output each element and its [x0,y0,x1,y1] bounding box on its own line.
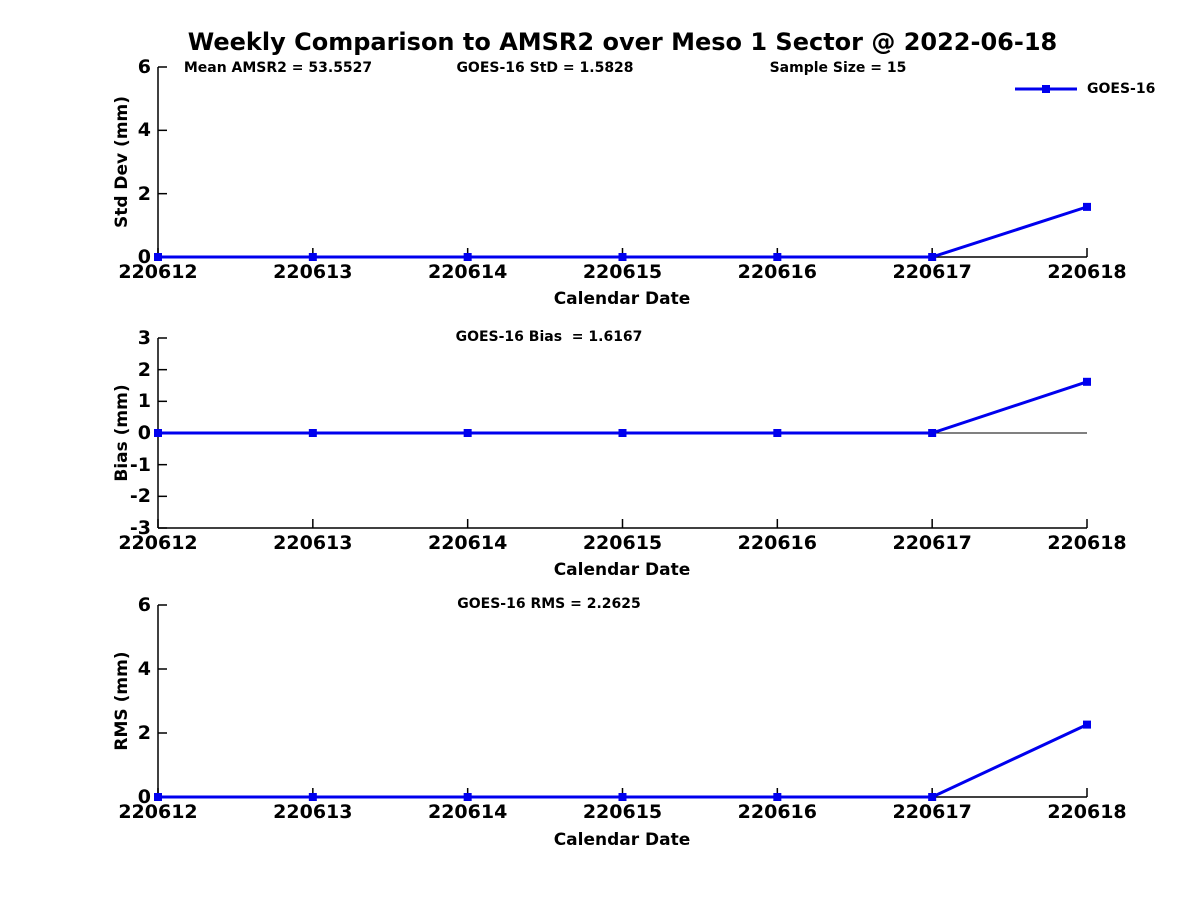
annotation-sample-size: Sample Size = 15 [769,60,907,76]
ylabel-rms: RMS (mm) [112,651,132,751]
series-marker [618,429,627,437]
series-marker [928,429,937,437]
x-tick-label: 220618 [1047,801,1127,823]
x-tick-label: 220612 [118,532,198,554]
series-marker [773,429,782,437]
y-tick-label: 0 [137,786,151,808]
series-marker [308,793,317,801]
rms-plot-title: GOES-16 RMS = 2.2625 [457,596,641,612]
series-marker [928,793,937,801]
series-marker [308,429,317,437]
series-marker [154,793,162,801]
x-tick-label: 220615 [582,261,663,283]
annotation-mean-amsr2: Mean AMSR2 = 53.5527 [183,60,373,76]
series-marker [773,253,782,261]
series-marker [1083,720,1091,729]
series-marker [463,793,472,801]
y-tick-label: 0 [137,246,151,268]
legend-line-marker-icon [1015,85,1077,93]
y-tick-label: 4 [137,658,151,680]
y-tick-label: 2 [137,358,151,381]
legend-label: GOES-16 [1087,81,1156,97]
x-tick-label: 220614 [427,261,508,283]
figure-title: Weekly Comparison to AMSR2 over Meso 1 S… [187,28,1058,56]
y-tick-label: -3 [129,517,151,539]
x-tick-label: 220616 [737,532,817,554]
bias-plot-title: GOES-16 Bias = 1.6167 [455,329,643,345]
series-marker [773,793,782,801]
y-tick-label: 6 [137,56,151,78]
series-marker [1083,202,1091,211]
x-tick-label: 220615 [582,801,663,823]
x-tick-label: 220618 [1047,532,1127,554]
x-tick-label: 220618 [1047,261,1127,283]
x-tick-label: 220617 [892,261,972,283]
y-tick-label: -2 [129,485,151,508]
series-marker [463,253,472,261]
x-tick-label: 220612 [118,261,198,283]
x-tick-label: 220617 [892,532,972,554]
legend-marker [1042,85,1050,93]
y-tick-label: 3 [137,327,151,349]
annotation-goes16-std: GOES-16 StD = 1.5828 [456,60,634,76]
x-tick-label: 220617 [892,801,972,823]
series-marker [154,429,162,437]
x-tick-label: 220612 [118,801,198,823]
ylabel-std-dev: Std Dev (mm) [112,95,132,229]
series-marker [928,253,937,261]
series-marker [1083,377,1091,386]
y-tick-label: 1 [137,390,151,413]
x-tick-label: 220614 [427,801,508,823]
series-marker [618,793,627,801]
series-marker [618,253,627,261]
y-tick-label: 0 [137,422,151,444]
x-tick-label: 220613 [273,801,353,823]
xlabel-calendar-date-middle: Calendar Date [553,560,691,580]
x-tick-label: 220613 [273,532,353,554]
x-tick-label: 220615 [582,532,663,554]
x-tick-label: 220614 [427,532,508,554]
y-tick-label: 4 [137,119,151,142]
legend: GOES-16 [1015,81,1155,97]
x-tick-label: 220613 [273,261,353,283]
y-tick-label: 6 [137,594,151,616]
y-tick-label: -1 [129,453,151,476]
ylabel-bias: Bias (mm) [112,384,132,482]
x-tick-label: 220616 [737,801,817,823]
series-marker [308,253,317,261]
xlabel-calendar-date-bottom: Calendar Date [553,830,691,850]
y-tick-label: 2 [137,182,151,205]
y-tick-label: 2 [137,722,151,744]
xlabel-calendar-date-top: Calendar Date [553,289,691,309]
x-tick-label: 220616 [737,261,817,283]
series-marker [154,253,162,261]
series-marker [463,429,472,437]
